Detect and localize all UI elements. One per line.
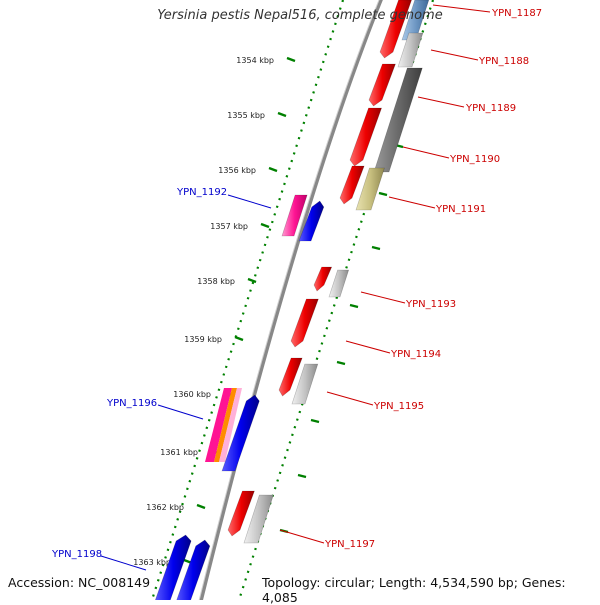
scale-tick-label: 1357 kbp	[210, 222, 248, 231]
gene-features	[155, 0, 430, 600]
gene-label-ypn-1194: YPN_1194	[390, 349, 441, 360]
track-dash	[371, 245, 381, 251]
gene-label-ypn-1193: YPN_1193	[405, 299, 456, 310]
leader-line	[417, 96, 465, 108]
gene-ypn-1192-a	[281, 194, 308, 237]
leader-line	[402, 146, 450, 159]
genome-title: Yersinia pestis Nepal516, complete genom…	[157, 8, 443, 23]
gene-ypn-1195	[278, 357, 303, 397]
track-dash	[310, 418, 320, 424]
scale-tick-label: 1363 kbp	[133, 558, 171, 567]
track-dash	[349, 303, 359, 309]
gene-label-ypn-1187: YPN_1187	[491, 8, 542, 19]
gene-ypn-1193b	[328, 269, 350, 298]
inner-dotted-track	[150, 0, 345, 600]
gene-ypn-1196	[221, 394, 260, 472]
gene-label-ypn-1197: YPN_1197	[324, 539, 375, 550]
scale-tick-label: 1358 kbp	[197, 277, 235, 286]
topology-summary: Topology: circular; Length: 4,534,590 bp…	[262, 575, 566, 605]
gene-label-ypn-1195: YPN_1195	[373, 401, 424, 412]
gene-ypn-1193	[313, 266, 333, 292]
leader-line	[345, 340, 391, 354]
leader-line	[326, 391, 374, 406]
leader-line	[100, 555, 147, 571]
gene-ypn-1197	[227, 490, 255, 537]
scale-tick-label: 1359 kbp	[184, 335, 222, 344]
scale-tick	[234, 335, 244, 342]
gene-label-ypn-1198: YPN_1198	[51, 549, 102, 560]
gene-ypn-1191b	[355, 167, 385, 211]
gene-ypn-1196-stripes	[205, 388, 242, 462]
gene-ypn-1198	[155, 534, 192, 600]
leader-line	[430, 49, 479, 61]
gene-label-ypn-1190: YPN_1190	[449, 154, 500, 165]
gene-ypn-1191	[339, 165, 365, 205]
scale-tick	[247, 277, 257, 284]
backbone-line	[199, 0, 383, 600]
scale-tick	[286, 56, 296, 63]
track-dash	[336, 360, 346, 366]
gene-ypn-1197b	[243, 494, 274, 544]
annotation-labels: YPN_1187 YPN_1188 YPN_1189 YPN_1190 YPN_1191…	[51, 4, 542, 571]
scale-tick	[260, 222, 270, 229]
gene-label-ypn-1192: YPN_1192	[176, 187, 227, 198]
leader-line	[157, 404, 204, 420]
scale-tick-label: 1362 kbp	[146, 503, 184, 512]
scale-tick-label: 1354 kbp	[236, 56, 274, 65]
leader-line	[279, 529, 325, 544]
gene-ypn-1187	[379, 0, 412, 59]
gene-ypn-1192	[298, 200, 325, 242]
track-dash	[378, 191, 388, 197]
gene-ypn-1190	[349, 107, 382, 167]
gene-ypn-1189	[368, 63, 396, 107]
backbone-highlight	[198, 0, 380, 600]
gene-label-ypn-1188: YPN_1188	[478, 56, 529, 67]
gene-label-ypn-1189: YPN_1189	[465, 103, 516, 114]
leader-line	[388, 196, 436, 209]
gene-ypn-1195b	[291, 363, 319, 405]
dotted-tracks: 1354 kbp 1355 kbp 1356 kbp 1357 kbp 1358 kbp…	[133, 0, 435, 600]
genome-backbone	[198, 0, 383, 600]
scale-tick-label: 1355 kbp	[227, 111, 265, 120]
leader-line	[227, 194, 272, 209]
leader-line	[360, 291, 406, 304]
scale-tick	[268, 166, 278, 173]
scale-tick-label: 1361 kbp	[160, 448, 198, 457]
gene-ypn-1188	[397, 32, 424, 68]
scale-tick-label: 1360 kbp	[173, 390, 211, 399]
scale-tick	[277, 111, 287, 118]
scale-tick	[196, 503, 206, 510]
scale-tick-label: 1356 kbp	[218, 166, 256, 175]
gene-ypn-1198b	[176, 539, 211, 600]
track-dash	[297, 473, 307, 479]
leader-line	[432, 4, 491, 13]
gene-ypn-1194	[290, 298, 319, 348]
gene-label-ypn-1196: YPN_1196	[106, 398, 157, 409]
accession-label: Accession: NC_008149	[8, 575, 151, 590]
gene-ypn-1189b	[373, 67, 423, 173]
gene-label-ypn-1191: YPN_1191	[435, 204, 486, 215]
